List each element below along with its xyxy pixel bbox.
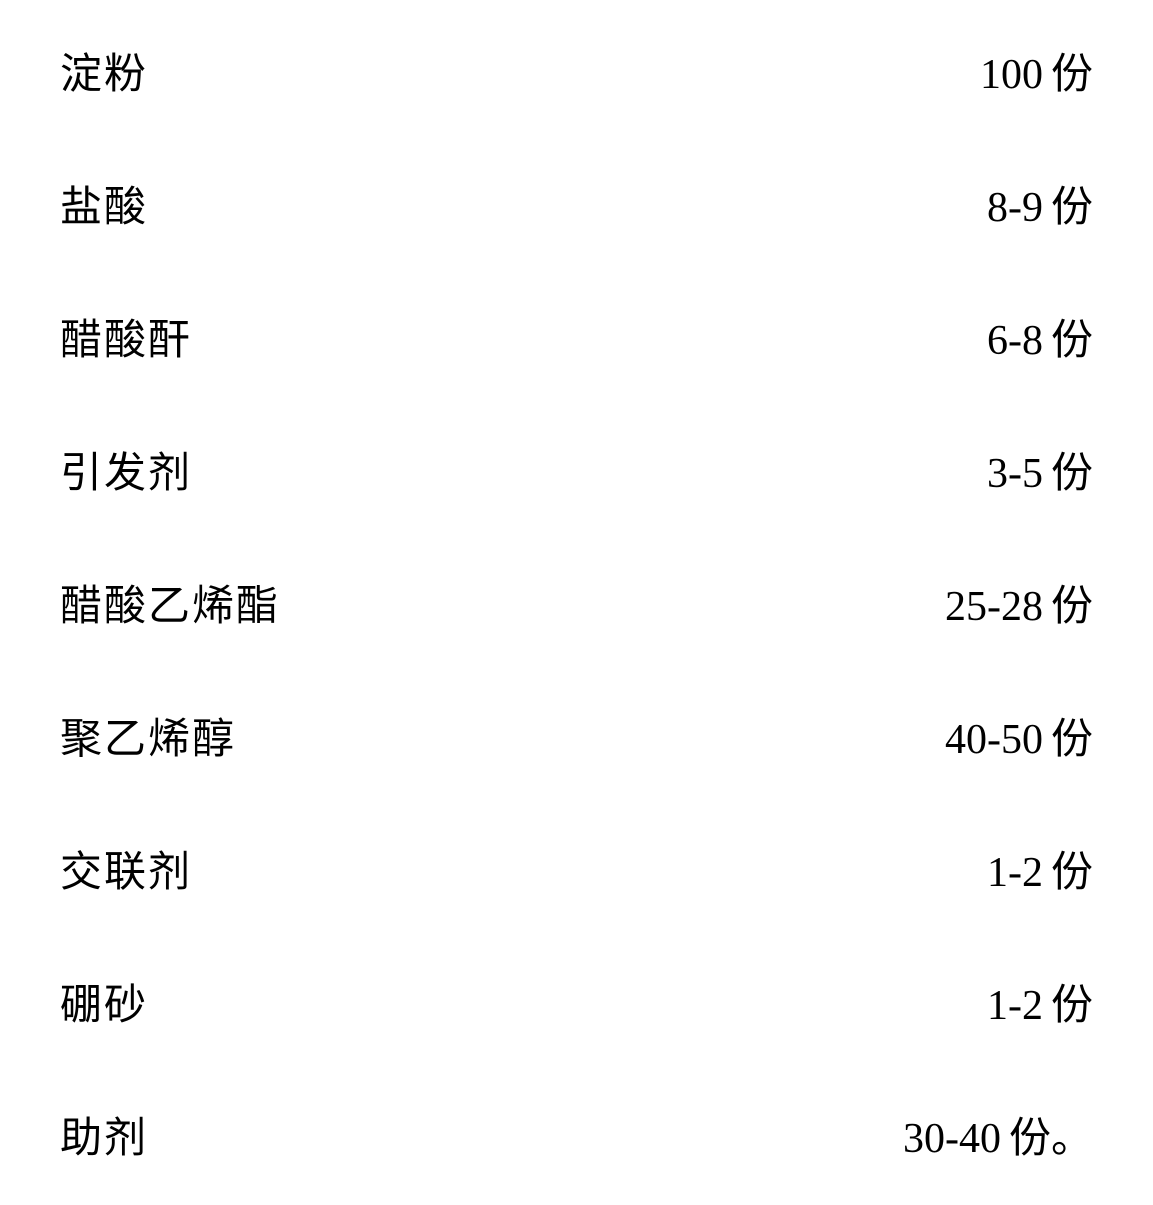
amount-unit: 份	[1051, 850, 1093, 896]
ingredient-name: 醋酸酐	[60, 306, 192, 367]
amount-number: 6-8	[987, 318, 1043, 364]
ingredient-name: 硼砂	[60, 971, 148, 1032]
ingredient-name: 聚乙烯醇	[60, 705, 236, 766]
ingredient-amount: 25-28份	[945, 572, 1093, 633]
ingredient-name: 淀粉	[60, 40, 148, 101]
amount-number: 100	[980, 52, 1043, 98]
ingredient-amount: 1-2份	[987, 971, 1093, 1032]
ingredient-amount: 100份	[980, 40, 1093, 101]
amount-unit: 份	[1051, 185, 1093, 231]
amount-number: 40-50	[945, 717, 1043, 763]
amount-number: 25-28	[945, 584, 1043, 630]
ingredient-row: 助剂 30-40份。	[60, 1104, 1093, 1165]
amount-unit: 份	[1009, 1116, 1051, 1162]
amount-unit: 份	[1051, 584, 1093, 630]
ingredient-name: 盐酸	[60, 173, 148, 234]
amount-number: 1-2	[987, 850, 1043, 896]
ingredient-row: 硼砂 1-2份	[60, 971, 1093, 1032]
amount-unit: 份	[1051, 451, 1093, 497]
amount-number: 30-40	[903, 1116, 1001, 1162]
ingredient-amount: 8-9份	[987, 173, 1093, 234]
amount-unit: 份	[1051, 318, 1093, 364]
ingredient-amount: 3-5份	[987, 439, 1093, 500]
ingredient-row: 交联剂 1-2份	[60, 838, 1093, 899]
amount-number: 3-5	[987, 451, 1043, 497]
ingredient-row: 醋酸乙烯酯 25-28份	[60, 572, 1093, 633]
ingredient-name: 引发剂	[60, 439, 192, 500]
ingredient-amount: 1-2份	[987, 838, 1093, 899]
ingredient-name: 交联剂	[60, 838, 192, 899]
amount-unit: 份	[1051, 717, 1093, 763]
ingredient-row: 淀粉 100份	[60, 40, 1093, 101]
ingredient-row: 引发剂 3-5份	[60, 439, 1093, 500]
amount-number: 1-2	[987, 983, 1043, 1029]
ingredient-amount: 30-40份。	[903, 1104, 1093, 1165]
amount-unit: 份	[1051, 983, 1093, 1029]
ingredient-row: 聚乙烯醇 40-50份	[60, 705, 1093, 766]
amount-number: 8-9	[987, 185, 1043, 231]
amount-unit: 份	[1051, 52, 1093, 98]
ingredient-amount: 6-8份	[987, 306, 1093, 367]
ingredient-name: 醋酸乙烯酯	[60, 572, 280, 633]
ingredient-row: 盐酸 8-9份	[60, 173, 1093, 234]
ingredient-name: 助剂	[60, 1104, 148, 1165]
ingredients-list: 淀粉100份盐酸8-9份醋酸酐6-8份引发剂3-5份醋酸乙烯酯25-28份聚乙烯…	[60, 40, 1093, 1165]
suffix: 。	[1051, 1116, 1093, 1162]
ingredient-row: 醋酸酐 6-8份	[60, 306, 1093, 367]
ingredient-amount: 40-50份	[945, 705, 1093, 766]
